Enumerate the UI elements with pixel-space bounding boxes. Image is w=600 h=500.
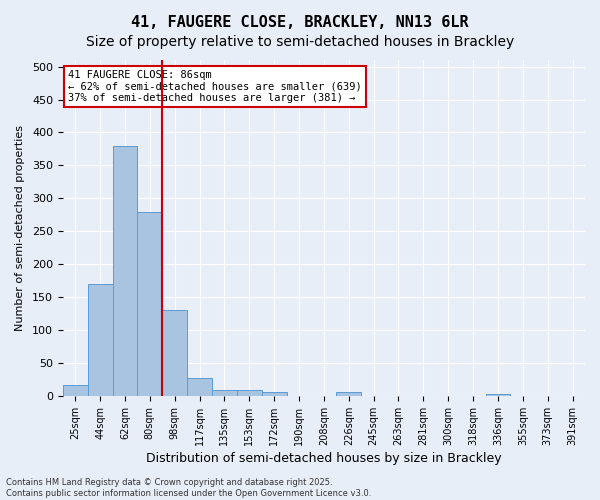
X-axis label: Distribution of semi-detached houses by size in Brackley: Distribution of semi-detached houses by …: [146, 452, 502, 465]
Text: Size of property relative to semi-detached houses in Brackley: Size of property relative to semi-detach…: [86, 35, 514, 49]
Bar: [187, 378, 212, 396]
Bar: [337, 392, 361, 396]
Bar: [137, 212, 162, 396]
Bar: [212, 390, 237, 396]
Bar: [113, 146, 137, 396]
Bar: [262, 392, 287, 396]
Text: 41, FAUGERE CLOSE, BRACKLEY, NN13 6LR: 41, FAUGERE CLOSE, BRACKLEY, NN13 6LR: [131, 15, 469, 30]
Bar: [162, 310, 187, 396]
Bar: [485, 394, 511, 396]
Y-axis label: Number of semi-detached properties: Number of semi-detached properties: [15, 125, 25, 331]
Text: 41 FAUGERE CLOSE: 86sqm
← 62% of semi-detached houses are smaller (639)
37% of s: 41 FAUGERE CLOSE: 86sqm ← 62% of semi-de…: [68, 70, 362, 103]
Bar: [237, 390, 262, 396]
Bar: [63, 385, 88, 396]
Bar: [88, 284, 113, 396]
Text: Contains HM Land Registry data © Crown copyright and database right 2025.
Contai: Contains HM Land Registry data © Crown c…: [6, 478, 371, 498]
